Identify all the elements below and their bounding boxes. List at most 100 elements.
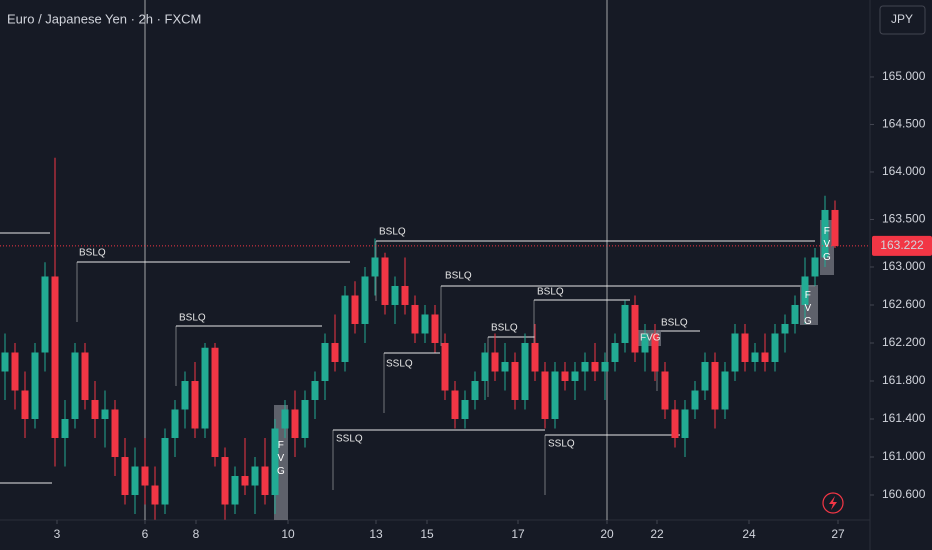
candle-body [491,352,499,372]
candle-body [221,457,229,505]
candle-body [241,476,249,486]
candle-body [781,323,789,334]
candle-body [581,361,589,372]
annotation-label: FVG [275,440,286,479]
candle-body [51,276,59,439]
candle-body [821,209,829,258]
candle-body [661,371,669,410]
candle-body [201,347,209,429]
candle-body [371,257,379,277]
candle-body [671,409,679,439]
candle-body [151,485,159,505]
x-tick-label: 24 [742,527,756,541]
candle-body [811,257,819,277]
candle-body [721,371,729,410]
candle-body [321,342,329,381]
x-tick-label: 3 [54,527,61,541]
candle-body [531,342,539,372]
annotation-label: BSLQ [379,227,406,238]
candle-body [731,333,739,372]
candle-body [561,371,569,381]
candle-body [381,257,389,305]
candle-body [261,466,269,496]
candle-body [611,342,619,362]
x-tick-label: 10 [281,527,295,541]
annotation-label: SSLQ [386,359,413,370]
candle-body [71,352,79,420]
alert-icon-bolt [829,496,837,510]
x-tick-label: 6 [142,527,149,541]
candle-body [291,409,299,439]
last-price-tag [872,235,932,256]
currency-label[interactable]: JPY [891,12,913,26]
candle-body [471,380,479,400]
candle-body [1,352,9,372]
y-tick-label: 161.000 [882,449,926,463]
candle-body [271,428,279,496]
y-tick-label: 165.000 [882,69,926,83]
candle-body [691,390,699,410]
candle-body [451,390,459,420]
x-tick-label: 22 [650,527,664,541]
annotation-label: BSLQ [661,318,688,329]
candle-body [361,276,369,324]
candle-body [681,409,689,439]
candle-body [331,342,339,362]
candle-body [111,409,119,458]
candle-body [741,333,749,362]
annotation-label: BSLQ [537,287,564,298]
candle-body [521,342,529,400]
y-tick-label: 160.600 [882,487,926,501]
candle-body [601,361,609,372]
x-tick-label: 27 [831,527,845,541]
candle-body [541,371,549,420]
candle-body [751,352,759,362]
annotation-label: BSLQ [445,271,472,282]
y-tick-label: 162.200 [882,335,926,349]
candle-body [91,400,99,420]
annotation-label: FVG [802,290,813,329]
plot [1,157,839,520]
y-tick-label: 161.800 [882,373,926,387]
last-price-label: 163.222 [880,238,924,252]
candle-body [121,457,129,496]
candle-body [131,466,139,496]
candle-body [391,285,399,305]
candle-body [791,304,799,324]
candle-body [101,409,109,420]
candle-body [421,314,429,334]
x-tick-label: 17 [511,527,525,541]
candle-body [481,352,489,381]
chart-title: Euro / Japanese Yen · 2h · FXCM [7,11,201,26]
y-tick-label: 164.500 [882,117,926,131]
annotation-label: SSLQ [548,439,575,450]
candle-body [21,390,29,420]
annotation-label: BSLQ [179,313,206,324]
annotation-label: FVG [640,333,661,344]
candle-body [351,295,359,324]
y-tick-label: 164.000 [882,164,926,178]
candle-body [551,371,559,420]
currency-button[interactable] [879,5,926,35]
alert-icon[interactable] [822,492,844,514]
candle-body [701,361,709,391]
x-tick-label: 15 [420,527,434,541]
annotation-label: BSLQ [79,248,106,259]
candle-body [801,276,809,305]
annotation-label: FVG [821,226,832,265]
candle-body [411,304,419,334]
y-tick-label: 163.500 [882,212,926,226]
candle-body [251,466,259,486]
annotation-label: BSLQ [491,323,518,334]
candle-body [211,347,219,458]
candle-body [771,333,779,362]
candle-body [161,438,169,505]
candle-body [401,285,409,305]
candle-body [571,371,579,381]
candle-body [281,409,289,429]
candle-body [711,361,719,410]
candle-body [441,342,449,391]
y-tick-label: 162.600 [882,297,926,311]
